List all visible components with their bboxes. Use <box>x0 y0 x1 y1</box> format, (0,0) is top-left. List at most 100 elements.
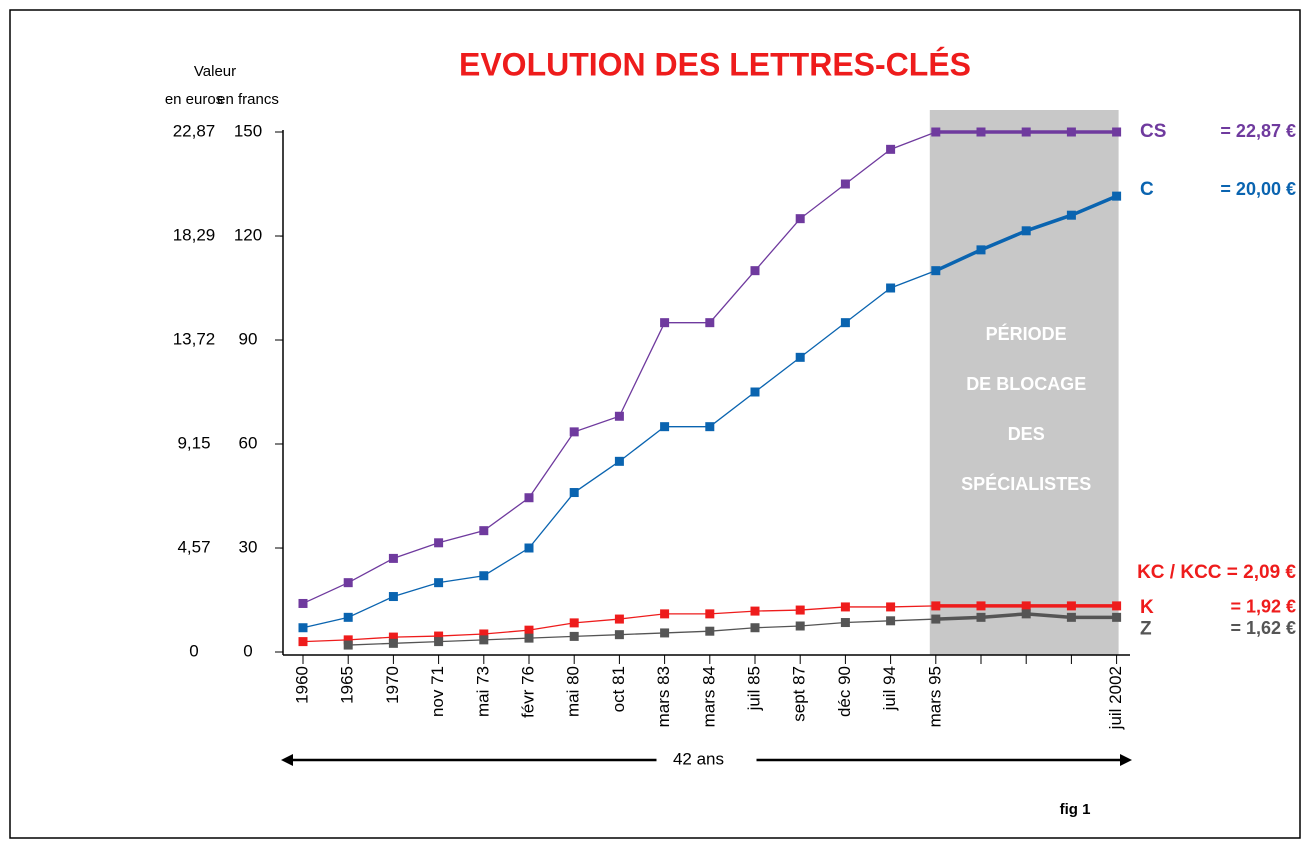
data-point <box>524 625 534 635</box>
data-point <box>388 553 398 563</box>
annotation: KC / KCC = 2,09 € <box>1137 562 1296 583</box>
y-tick-label: 0 <box>243 641 252 660</box>
x-tick-label: juil 85 <box>744 666 763 711</box>
series-name: C <box>1140 179 1154 200</box>
data-point <box>1112 127 1122 137</box>
data-point <box>795 605 805 615</box>
x-tick-label: déc 90 <box>835 666 854 717</box>
y-tick-label: 120 <box>234 225 262 244</box>
data-point <box>976 127 986 137</box>
data-point <box>795 352 805 362</box>
data-point <box>750 387 760 397</box>
y-tick-label: 90 <box>239 329 258 348</box>
y2-tick-label: 22,87 <box>173 121 216 140</box>
data-point <box>795 621 805 631</box>
data-point <box>569 618 579 628</box>
data-point <box>840 602 850 612</box>
data-point <box>660 609 670 619</box>
x-tick-label: nov 71 <box>428 666 447 717</box>
data-point <box>1112 601 1122 611</box>
data-point <box>976 245 986 255</box>
data-point <box>343 640 353 650</box>
data-point <box>524 493 534 503</box>
data-point <box>614 614 624 624</box>
data-point <box>569 427 579 437</box>
data-point <box>614 411 624 421</box>
x-tick-label: mars 84 <box>699 666 718 727</box>
data-point <box>1066 210 1076 220</box>
data-point <box>298 598 308 608</box>
series-end-label: = 22,87 € <box>1220 121 1296 141</box>
data-point <box>479 635 489 645</box>
data-point <box>840 179 850 189</box>
data-point <box>976 601 986 611</box>
data-point <box>388 632 398 642</box>
data-point <box>931 601 941 611</box>
data-point <box>434 578 444 588</box>
x-tick-label: mars 83 <box>654 666 673 727</box>
data-point <box>750 623 760 633</box>
data-point <box>886 144 896 154</box>
axis-label: Valeur <box>194 63 236 80</box>
x-tick-label: mars 95 <box>925 666 944 727</box>
series-name: Z <box>1140 618 1152 639</box>
data-point <box>1112 612 1122 622</box>
data-point <box>660 628 670 638</box>
y2-tick-label: 0 <box>189 641 198 660</box>
y2-tick-label: 4,57 <box>177 538 210 557</box>
data-point <box>479 629 489 639</box>
y-tick-label: 60 <box>239 433 258 452</box>
data-point <box>931 614 941 624</box>
shaded-text: DE BLOCAGE <box>966 374 1086 394</box>
data-point <box>434 631 444 641</box>
data-point <box>886 602 896 612</box>
series-name: K <box>1140 597 1154 618</box>
x-tick-label: sept 87 <box>790 666 809 722</box>
x-tick-label: juil 94 <box>880 666 899 711</box>
data-point <box>705 422 715 432</box>
data-point <box>524 543 534 553</box>
x-tick-label: mai 80 <box>564 666 583 717</box>
x-tick-label: 1965 <box>338 666 357 704</box>
series-name: CS <box>1140 121 1166 142</box>
y2-tick-label: 9,15 <box>177 433 210 452</box>
span-label: 42 ans <box>673 749 724 768</box>
data-point <box>931 127 941 137</box>
span-label-bg <box>656 748 757 772</box>
data-point <box>1112 191 1122 201</box>
data-point <box>1021 601 1031 611</box>
data-point <box>434 637 444 647</box>
chart-title: EVOLUTION DES LETTRES-CLÉS <box>459 46 971 82</box>
data-point <box>705 609 715 619</box>
data-point <box>886 283 896 293</box>
data-point <box>976 612 986 622</box>
data-point <box>434 538 444 548</box>
data-point <box>1021 127 1031 137</box>
series-end-label: = 1,92 € <box>1230 597 1296 617</box>
data-point <box>343 635 353 645</box>
series-end-label: = 1,62 € <box>1230 618 1296 638</box>
axis-label: en francs <box>217 91 279 108</box>
shaded-text: DES <box>1008 424 1045 444</box>
data-point <box>660 422 670 432</box>
data-point <box>1066 612 1076 622</box>
y2-tick-label: 18,29 <box>173 226 216 245</box>
y-tick-label: 150 <box>234 121 262 140</box>
data-point <box>298 623 308 633</box>
data-point <box>1021 226 1031 236</box>
axis-label: en euros <box>165 91 223 108</box>
data-point <box>840 618 850 628</box>
data-point <box>298 637 308 647</box>
x-tick-label: 1970 <box>383 666 402 704</box>
data-point <box>388 638 398 648</box>
data-point <box>1066 127 1076 137</box>
x-tick-label: 1960 <box>292 666 311 704</box>
data-point <box>705 318 715 328</box>
data-point <box>343 612 353 622</box>
data-point <box>343 578 353 588</box>
x-tick-label: juil 2002 <box>1106 666 1125 730</box>
data-point <box>750 606 760 616</box>
data-point <box>569 631 579 641</box>
y2-tick-label: 13,72 <box>173 330 216 349</box>
